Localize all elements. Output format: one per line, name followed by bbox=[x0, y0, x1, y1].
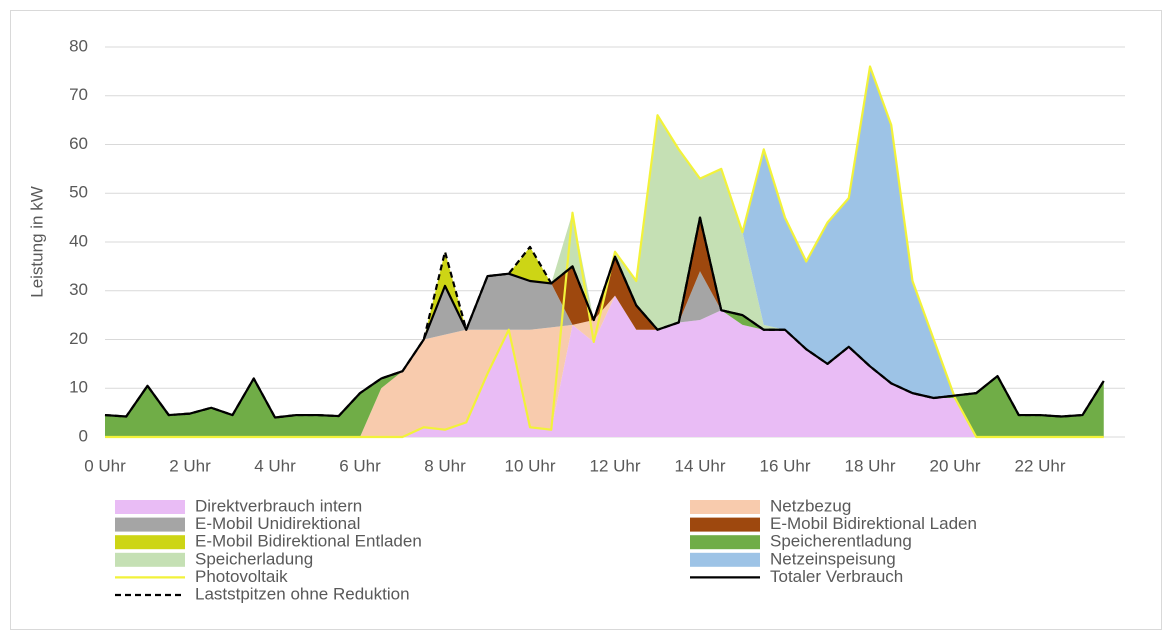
x-tick-label: 20 Uhr bbox=[929, 456, 980, 475]
y-tick-label: 60 bbox=[69, 134, 88, 153]
legend-swatch bbox=[690, 552, 760, 567]
area bbox=[105, 217, 1104, 437]
area bbox=[105, 295, 1104, 437]
legend-label: Speicherentladung bbox=[770, 532, 912, 551]
y-tick-label: 80 bbox=[69, 36, 88, 55]
legend-swatch bbox=[690, 535, 760, 550]
y-tick-label: 30 bbox=[69, 280, 88, 299]
y-tick-label: 0 bbox=[79, 426, 88, 445]
y-tick-label: 40 bbox=[69, 231, 88, 250]
line bbox=[104, 216, 1105, 419]
legend-label: Netzbezug bbox=[770, 496, 851, 515]
x-tick-label: 12 Uhr bbox=[589, 456, 640, 475]
x-tick-label: 14 Uhr bbox=[674, 456, 725, 475]
legend-label: Totaler Verbrauch bbox=[770, 567, 903, 586]
line bbox=[105, 65, 1104, 439]
y-tick-label: 10 bbox=[69, 378, 88, 397]
legend-swatch bbox=[115, 535, 185, 550]
legend-label: Photovoltaik bbox=[195, 567, 288, 586]
y-tick-label: 20 bbox=[69, 329, 88, 348]
legend-label: Laststpitzen ohne Reduktion bbox=[195, 584, 410, 603]
legend-swatch bbox=[115, 500, 185, 514]
legend-swatch bbox=[690, 517, 760, 532]
x-tick-label: 22 Uhr bbox=[1014, 456, 1065, 475]
x-tick-label: 10 Uhr bbox=[504, 456, 555, 475]
legend-swatch bbox=[690, 500, 760, 514]
x-tick-label: 6 Uhr bbox=[339, 456, 381, 475]
legend-swatch bbox=[115, 517, 185, 532]
legend-label: Speicherladung bbox=[195, 549, 313, 568]
area bbox=[105, 66, 1104, 418]
y-axis-title: Leistung in kW bbox=[27, 186, 46, 298]
legend-label: E-Mobil Bidirektional Entladen bbox=[195, 532, 422, 551]
legend-label: E-Mobil Bidirektional Laden bbox=[770, 514, 977, 533]
x-tick-label: 18 Uhr bbox=[844, 456, 895, 475]
y-tick-label: 50 bbox=[69, 183, 88, 202]
x-tick-label: 8 Uhr bbox=[424, 456, 466, 475]
x-tick-label: 16 Uhr bbox=[759, 456, 810, 475]
legend-label: Direktverbrauch intern bbox=[195, 496, 362, 515]
x-tick-label: 2 Uhr bbox=[169, 456, 211, 475]
legend-label: E-Mobil Unidirektional bbox=[195, 514, 360, 533]
y-tick-label: 70 bbox=[69, 85, 88, 104]
x-tick-label: 4 Uhr bbox=[254, 456, 296, 475]
x-tick-label: 0 Uhr bbox=[84, 456, 126, 475]
legend-label: Netzeinspeisung bbox=[770, 549, 896, 568]
legend-swatch bbox=[115, 552, 185, 567]
